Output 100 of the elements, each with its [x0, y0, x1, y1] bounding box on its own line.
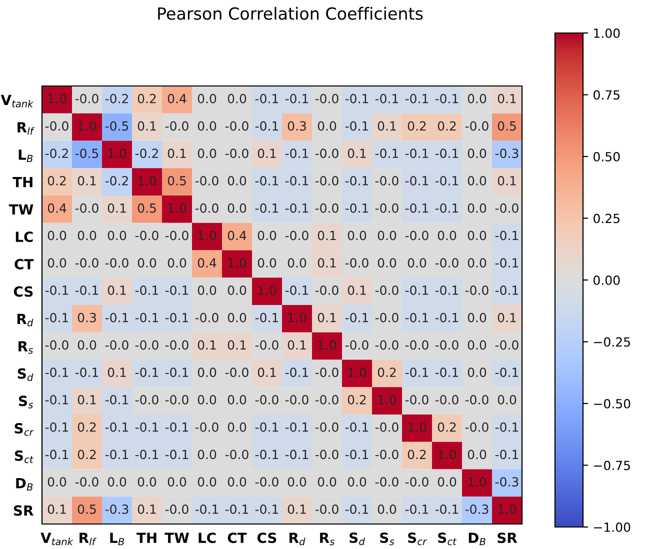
- data-label: -0.1: [345, 422, 368, 432]
- data-label: -0.2: [105, 94, 128, 104]
- data-label: -0.1: [495, 285, 518, 295]
- data-label: 0.1: [138, 504, 156, 514]
- data-label: 0.1: [108, 368, 126, 378]
- data-label: 0.0: [108, 230, 126, 240]
- data-label: 0.2: [438, 121, 456, 131]
- data-label: 0.1: [78, 394, 96, 404]
- data-label: 0.1: [498, 312, 516, 322]
- data-label: 0.0: [468, 176, 486, 186]
- data-label: -0.0: [315, 450, 338, 460]
- data-label: 0.0: [48, 477, 66, 487]
- y-tick-label: S$_{s}$: [18, 396, 33, 408]
- data-label: 0.0: [198, 285, 216, 295]
- data-label: -0.0: [465, 422, 488, 432]
- data-label: 0.2: [408, 450, 426, 460]
- data-label: -0.1: [225, 504, 248, 514]
- data-label: -0.1: [255, 121, 278, 131]
- data-label: -0.1: [495, 422, 518, 432]
- data-label: -0.0: [225, 121, 248, 131]
- data-label: -0.0: [465, 394, 488, 404]
- data-label: -0.0: [165, 121, 188, 131]
- data-label: -0.0: [375, 340, 398, 350]
- data-label: 0.1: [138, 121, 156, 131]
- color-bar-label: −0.25: [594, 337, 630, 347]
- data-label: -0.1: [195, 504, 218, 514]
- data-label: -0.1: [45, 368, 68, 378]
- data-label: -0.1: [255, 450, 278, 460]
- data-label: -0.0: [195, 422, 218, 432]
- data-label: 0.0: [258, 258, 276, 268]
- data-label: -0.1: [495, 230, 518, 240]
- data-label: -0.1: [105, 312, 128, 322]
- data-label: 1.0: [318, 340, 336, 350]
- data-label: 0.2: [408, 121, 426, 131]
- y-tick-label: R$_{d}$: [17, 314, 34, 326]
- y-tick-label: V$_{tank}$: [0, 94, 34, 108]
- data-label: 1.0: [288, 312, 306, 322]
- x-tick-label: S$_{cr}$: [408, 532, 428, 546]
- data-label: 0.0: [348, 477, 366, 487]
- data-label: -0.1: [255, 176, 278, 186]
- data-label: -0.1: [165, 450, 188, 460]
- data-label: 0.0: [258, 230, 276, 240]
- data-label: 0.0: [78, 340, 96, 350]
- data-label: 1.0: [258, 285, 276, 295]
- data-label: -0.1: [255, 94, 278, 104]
- data-label: -0.1: [165, 422, 188, 432]
- y-tick-label: S$_{ct}$: [14, 450, 34, 464]
- data-label: 0.1: [348, 285, 366, 295]
- data-label: -0.0: [375, 477, 398, 487]
- data-label: 0.0: [198, 477, 216, 487]
- data-label: -0.5: [75, 148, 98, 158]
- data-label: -0.1: [165, 368, 188, 378]
- data-label: -0.0: [315, 504, 338, 514]
- color-bar-label: 0.25: [594, 214, 620, 224]
- x-tick-label: R$_{lf}$: [80, 532, 96, 546]
- data-label: 0.3: [78, 312, 96, 322]
- data-label: -0.0: [375, 312, 398, 322]
- data-label: -0.0: [195, 176, 218, 186]
- data-label: -0.2: [105, 176, 128, 186]
- data-label: 0.4: [48, 203, 66, 213]
- data-label: 1.0: [468, 477, 486, 487]
- chart-title: Pearson Correlation Coefficients: [158, 6, 423, 20]
- data-label: 0.0: [318, 121, 336, 131]
- data-label: -0.0: [465, 285, 488, 295]
- data-label: 0.0: [198, 368, 216, 378]
- data-label: -0.0: [375, 285, 398, 295]
- y-tick-label: D$_{B}$: [16, 478, 33, 490]
- color-bar-label: −0.75: [594, 460, 630, 470]
- data-label: 1.0: [438, 450, 456, 460]
- data-label: -0.0: [345, 258, 368, 268]
- data-label: 0.0: [438, 230, 456, 240]
- data-label: 0.0: [138, 477, 156, 487]
- data-label: -0.1: [255, 203, 278, 213]
- data-label: -0.1: [45, 422, 68, 432]
- data-label: -0.3: [495, 148, 518, 158]
- data-label: -0.0: [405, 230, 428, 240]
- data-label: -0.1: [435, 148, 458, 158]
- data-label: -0.1: [435, 94, 458, 104]
- data-label: -0.1: [285, 450, 308, 460]
- data-label: 1.0: [168, 203, 186, 213]
- data-label: -0.0: [315, 422, 338, 432]
- data-label: -0.1: [405, 94, 428, 104]
- data-label: 0.1: [258, 148, 276, 158]
- data-label: -0.1: [165, 312, 188, 322]
- data-label: 1.0: [378, 394, 396, 404]
- data-label: -0.2: [45, 148, 68, 158]
- data-label: -0.1: [255, 422, 278, 432]
- data-label: -0.1: [105, 422, 128, 432]
- data-label: -0.1: [435, 203, 458, 213]
- data-label: -0.1: [135, 285, 158, 295]
- data-label: -0.1: [435, 504, 458, 514]
- data-label: 0.1: [498, 176, 516, 186]
- data-label: 0.2: [138, 94, 156, 104]
- data-label: -0.1: [285, 94, 308, 104]
- data-label: -0.1: [405, 148, 428, 158]
- data-label: -0.1: [435, 312, 458, 322]
- data-label: 0.0: [288, 477, 306, 487]
- data-label: 0.1: [78, 176, 96, 186]
- data-label: 0.0: [198, 121, 216, 131]
- data-label: -0.0: [315, 94, 338, 104]
